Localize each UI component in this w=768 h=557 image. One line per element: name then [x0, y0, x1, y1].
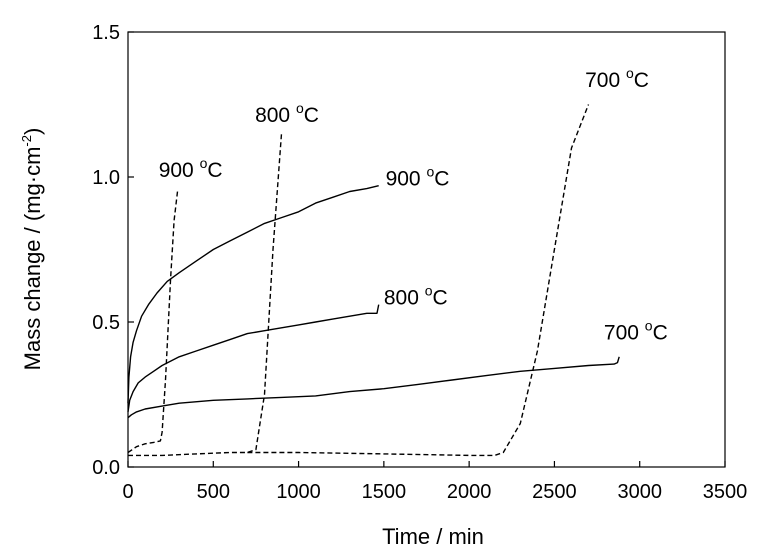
- series-annotation: 800 oC: [384, 283, 448, 310]
- annotation-unit: C: [304, 104, 319, 127]
- annotation-unit: C: [653, 321, 668, 344]
- y-tick-label: 0.5: [92, 312, 120, 334]
- annotation-temperature: 900: [159, 159, 200, 182]
- series-800-c-dashed-line: [128, 133, 283, 457]
- annotation-temperature: 800: [384, 287, 425, 310]
- plot-frame: [127, 31, 726, 468]
- series-800-c-solid-line: [127, 304, 380, 413]
- y-axis-title: Mass change / (mg·cm-2): [19, 128, 45, 371]
- series-900-c-solid-line: [127, 185, 379, 404]
- annotation-degree-sign: o: [425, 283, 433, 299]
- x-tick-label: 1000: [276, 481, 321, 503]
- series-annotation: 900 oC: [386, 164, 450, 191]
- annotation-degree-sign: o: [296, 100, 304, 116]
- axis-ticks: [127, 31, 726, 468]
- x-tick-label: 2000: [447, 481, 492, 503]
- annotation-temperature: 900: [386, 168, 427, 191]
- annotation-unit: C: [634, 69, 649, 92]
- series-700-c-solid-line: [127, 356, 620, 419]
- annotation-unit: C: [207, 159, 222, 182]
- annotation-degree-sign: o: [626, 65, 634, 81]
- y-axis-title-exponent: -2: [19, 135, 34, 147]
- annotation-degree-sign: o: [426, 164, 434, 180]
- x-tick-label: 500: [197, 481, 230, 503]
- annotation-unit: C: [433, 287, 448, 310]
- annotation-degree-sign: o: [200, 155, 208, 171]
- x-axis-title: Time / min: [382, 524, 484, 549]
- y-axis-title-text: Mass change / (mg·cm: [20, 147, 45, 371]
- tick-labels: 0 500 1000 1500 2000 2500 3000 3500 0.0 0.5 1.0 1.5: [92, 22, 747, 503]
- y-tick-label: 0.0: [92, 457, 120, 479]
- x-tick-label: 1500: [362, 481, 407, 503]
- series-900-c-dashed-line: [127, 191, 179, 454]
- annotation-unit: C: [434, 168, 449, 191]
- x-tick-label: 3500: [703, 481, 748, 503]
- series-annotation: 700 oC: [604, 317, 668, 344]
- annotation-temperature: 700: [604, 321, 645, 344]
- y-axis-title-close: ): [20, 128, 45, 135]
- annotation-degree-sign: o: [645, 317, 653, 333]
- series-700-c-dashed-line: [247, 104, 590, 457]
- x-tick-label: 3000: [617, 481, 662, 503]
- annotation-temperature: 700: [585, 69, 626, 92]
- annotation-temperature: 800: [255, 104, 296, 127]
- series-annotation: 800 oC: [255, 100, 319, 127]
- x-tick-label: 2500: [532, 481, 577, 503]
- series-annotation: 900 oC: [159, 155, 223, 182]
- x-tick-label: 0: [122, 481, 133, 503]
- series-annotation: 700 oC: [585, 65, 649, 92]
- plot-series: [127, 104, 620, 457]
- y-tick-label: 1.5: [92, 22, 120, 44]
- y-tick-label: 1.0: [92, 167, 120, 189]
